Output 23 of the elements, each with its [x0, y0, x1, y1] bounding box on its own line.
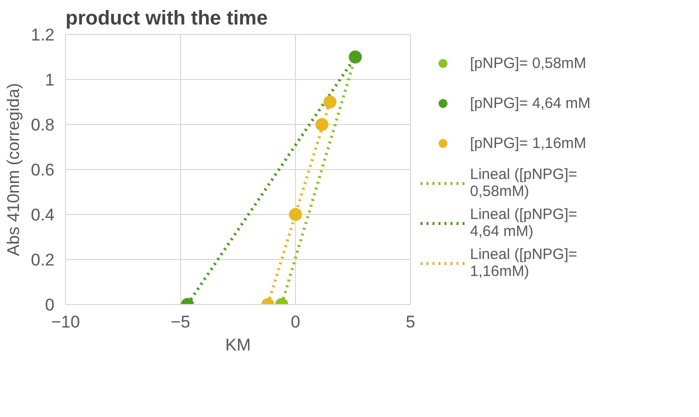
legend-label: Lineal ([pNPG]= 0,58mM) [470, 165, 578, 202]
legend-label: [pNPG]= 4,64 mM [470, 94, 590, 114]
x-tick-label: 5 [406, 312, 416, 332]
point [315, 118, 328, 131]
y-tick-label: 0.6 [30, 160, 55, 180]
y-tick-label: 0 [45, 296, 55, 314]
y-tick-label: 0.2 [30, 250, 55, 270]
y-axis-title: Abs 410nm (corregida) [4, 83, 23, 256]
point [324, 96, 336, 108]
y-tick-label: 1 [45, 70, 55, 90]
x-axis-title: KM [225, 336, 251, 354]
chart-title: product with the time [66, 8, 268, 30]
legend-label: [pNPG]= 1,16mM [470, 134, 586, 154]
point [348, 50, 362, 64]
legend-label: Lineal ([pNPG]= 1,16mM) [470, 245, 578, 282]
y-tick-label: 0.8 [30, 116, 55, 134]
legend-label: [pNPG]= 0,58mM [470, 54, 586, 74]
legend-label: Lineal ([pNPG]= 4,64 mM) [470, 205, 578, 242]
y-tick-label: 1.2 [30, 26, 55, 44]
x-tick-label: −5 [170, 312, 190, 332]
x-tick-label: −10 [51, 312, 80, 332]
y-tick-label: 0.4 [30, 206, 55, 224]
x-tick-label: 0 [290, 312, 300, 332]
